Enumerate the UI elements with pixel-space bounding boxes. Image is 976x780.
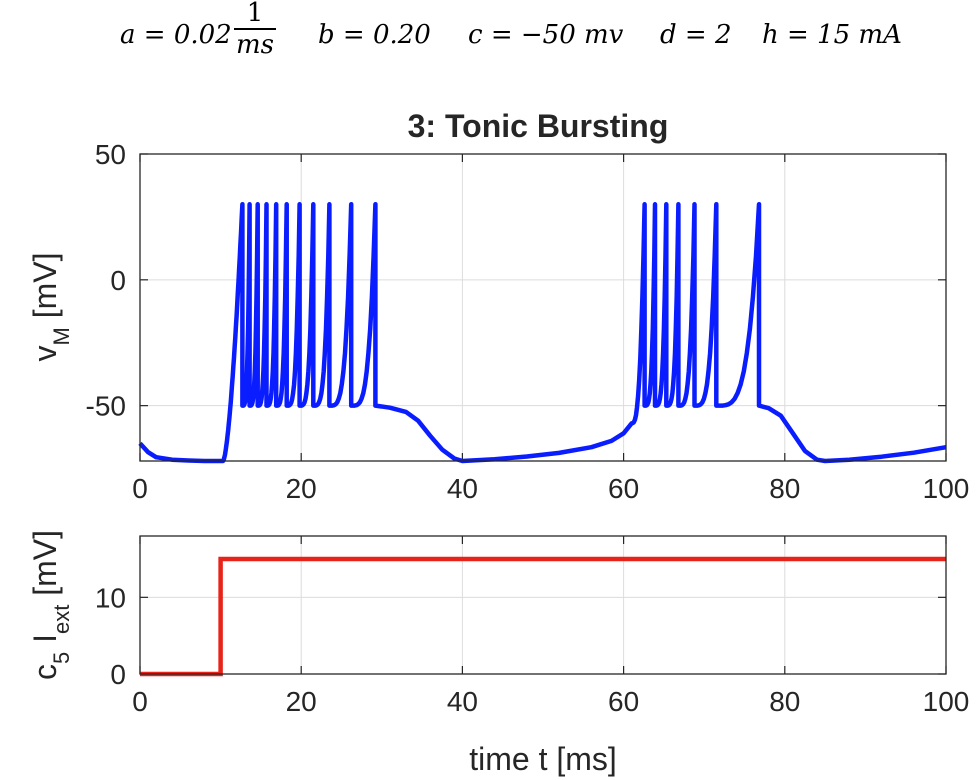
fraction-denominator: ms: [236, 30, 274, 60]
x-tick-labels: 0 20 40 60 80 100: [132, 686, 969, 717]
fraction-bar: [234, 28, 276, 30]
y-axis-label-c-subscript: 5: [49, 652, 74, 664]
x-tick-label: 0: [132, 686, 148, 717]
x-tick-label: 20: [286, 473, 317, 504]
fraction-numerator: 1: [246, 0, 264, 28]
x-tick-label: 60: [608, 686, 639, 717]
y-axis-label-unit: [mV]: [27, 530, 63, 605]
param-b: b = 0.20: [318, 20, 431, 50]
param-c: c = −50 mv: [468, 20, 624, 50]
x-tick-label: 60: [608, 473, 639, 504]
x-tick-label: 20: [286, 686, 317, 717]
y-axis-label-I-subscript: ext: [49, 605, 74, 634]
param-d: d = 2: [660, 20, 732, 50]
y-axis-label-I: I: [27, 634, 63, 652]
x-tick-label: 40: [447, 473, 478, 504]
chart-title: 3: Tonic Bursting: [408, 108, 669, 144]
y-tick-label: -50: [86, 391, 126, 422]
y-axis-label: vM [mV]: [27, 253, 74, 362]
x-tick-label: 0: [132, 473, 148, 504]
x-tick-label: 40: [447, 686, 478, 717]
y-tick-label: 0: [110, 659, 126, 690]
plot-area-background: [140, 536, 946, 674]
x-axis-label: time t [ms]: [469, 741, 617, 777]
y-axis-label-unit: [mV]: [27, 253, 63, 328]
y-tick-labels: -50 0 50: [86, 139, 126, 422]
plot-frame: [139, 153, 947, 462]
param-a: a = 0.02: [120, 20, 232, 50]
y-tick-label: 0: [110, 265, 126, 296]
x-tick-label: 80: [769, 686, 800, 717]
voltage-trace: [138, 202, 947, 464]
current-plot: 0 20 40 60 80 100 0 10 c5 Iext [mV] time t [ms…: [27, 530, 969, 777]
y-axis-label-c: c: [27, 664, 63, 680]
y-axis-label-main: v: [27, 346, 63, 362]
y-tick-label: 10: [95, 582, 126, 613]
y-axis-label: c5 Iext [mV]: [27, 530, 74, 680]
parameter-equation: a = 0.02 1 ms b = 0.20 c = −50 mv d = 2 …: [0, 0, 976, 78]
plot-area-background: [140, 154, 946, 461]
x-tick-label: 80: [769, 473, 800, 504]
x-tick-labels: 0 20 40 60 80 100: [132, 473, 969, 504]
param-h: h = 15 mA: [762, 20, 902, 50]
x-tick-label: 100: [923, 686, 970, 717]
voltage-plot: 3: Tonic Bursting 0 20 40 60 80 100 -50 0 50 vM…: [27, 108, 969, 504]
x-tick-label: 100: [923, 473, 970, 504]
y-tick-labels: 0 10: [95, 582, 126, 690]
plot-frame: [139, 535, 947, 675]
y-tick-label: 50: [95, 139, 126, 170]
y-axis-label-subscript: M: [49, 327, 74, 345]
param-a-fraction: 1 ms: [232, 0, 278, 60]
